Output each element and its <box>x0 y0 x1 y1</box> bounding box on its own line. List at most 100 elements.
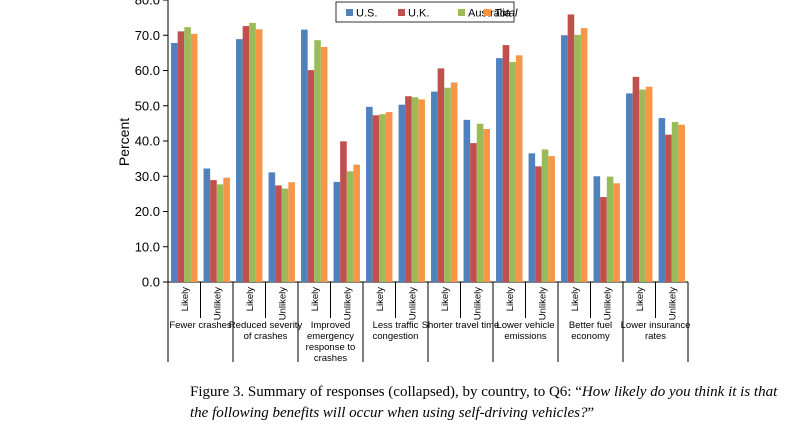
group-label-line: response to <box>306 342 356 353</box>
bar <box>346 171 354 282</box>
y-tick-label: 60.0 <box>135 63 160 78</box>
bar <box>671 121 679 282</box>
bar <box>658 118 666 282</box>
bar <box>268 172 276 282</box>
category-label: Likely <box>375 287 386 312</box>
chart-legend: U.S.U.K.AustraliaTotal <box>335 1 518 23</box>
group-label-line: emergency <box>307 331 354 342</box>
bar <box>476 123 484 282</box>
group-label-line: Improved <box>311 320 351 331</box>
bar <box>496 58 503 282</box>
bar <box>223 177 230 282</box>
category-label: Likely <box>440 287 451 312</box>
caption-prefix: Figure 3. Summary of responses (collapse… <box>190 384 582 400</box>
bar <box>541 149 549 282</box>
group-label-line: Fewer crashes <box>169 320 232 331</box>
group-label: Less traffic congestion <box>373 320 419 342</box>
bar <box>353 164 360 282</box>
bar <box>463 119 471 282</box>
y-axis-label: Percent <box>116 118 132 166</box>
bar <box>385 112 393 282</box>
bar <box>567 14 575 282</box>
bar <box>600 197 607 282</box>
bar <box>366 106 373 282</box>
category-label: Unlikely <box>277 287 288 321</box>
group-label-line: Less traffic <box>373 320 419 331</box>
bar <box>509 62 516 282</box>
category-label: Unlikely <box>667 287 678 321</box>
legend-swatch <box>458 9 465 16</box>
legend-swatch <box>484 9 491 16</box>
bar <box>333 181 341 282</box>
bar <box>561 35 568 282</box>
bar <box>281 188 289 282</box>
group-label-line: economy <box>571 331 610 342</box>
group-label-line: Lower vehicle <box>496 320 554 331</box>
bar <box>580 28 588 283</box>
category-label: Likely <box>635 287 646 312</box>
bar <box>340 141 347 282</box>
bar <box>236 39 243 282</box>
group-label-line: Reduced severity <box>229 320 303 331</box>
bar <box>528 153 536 282</box>
bar <box>639 89 646 282</box>
bar <box>418 99 425 282</box>
bar <box>606 176 614 282</box>
group-label: Lower insurance rates <box>621 320 691 342</box>
bar <box>210 180 217 282</box>
category-label: Likely <box>245 287 256 312</box>
bar <box>405 96 412 282</box>
bar <box>548 156 555 282</box>
bar <box>203 168 211 282</box>
category-label: Unlikely <box>342 287 353 321</box>
bar <box>379 114 386 283</box>
category-label: Unlikely <box>602 287 613 321</box>
group-label: Lower vehicle emissions <box>496 320 554 342</box>
bar <box>470 143 477 282</box>
bar <box>535 166 542 282</box>
category-label: Likely <box>505 287 516 312</box>
bar <box>249 22 256 282</box>
bar <box>678 124 685 282</box>
bar <box>450 82 458 282</box>
bar <box>502 45 510 283</box>
group-label-line: of crashes <box>244 331 288 342</box>
bar <box>314 40 321 282</box>
group-label: Better fuel economy <box>569 320 612 342</box>
bar <box>275 185 282 282</box>
caption-suffix: ” <box>587 405 595 421</box>
legend-box <box>335 1 515 23</box>
group-label-line: Lower insurance <box>621 320 691 331</box>
bar <box>372 115 380 283</box>
group-label: Reduced severity of crashes <box>229 320 303 342</box>
bar <box>216 184 224 282</box>
bar <box>255 29 263 283</box>
bar <box>437 68 445 282</box>
bar <box>190 33 198 283</box>
category-label: Likely <box>310 287 321 312</box>
bar <box>483 129 490 282</box>
bar <box>184 27 191 282</box>
legend-label: U.K. <box>408 8 429 20</box>
bar <box>242 26 250 283</box>
group-label: Shorter travel time <box>422 320 500 331</box>
y-tick-label: 70.0 <box>135 28 160 43</box>
bar <box>288 182 295 282</box>
y-tick-label: 50.0 <box>135 98 160 113</box>
bar <box>301 29 308 282</box>
group-label-line: rates <box>645 331 666 342</box>
bar <box>431 91 438 283</box>
chart-category-labels: Likely Unlikely Likely Unlikely Likely Unlike… <box>169 287 690 364</box>
y-tick-label: 20.0 <box>135 204 160 219</box>
legend-label: Total <box>494 8 518 20</box>
category-label: Unlikely <box>537 287 548 321</box>
y-tick-label: 40.0 <box>135 134 160 149</box>
category-label: Unlikely <box>407 287 418 321</box>
group-label-line: Better fuel <box>569 320 612 331</box>
group-label-line: crashes <box>314 353 348 364</box>
category-label: Unlikely <box>212 287 223 321</box>
legend-label: U.S. <box>356 8 377 20</box>
bar <box>444 87 451 283</box>
y-tick-label: 0.0 <box>142 275 160 290</box>
